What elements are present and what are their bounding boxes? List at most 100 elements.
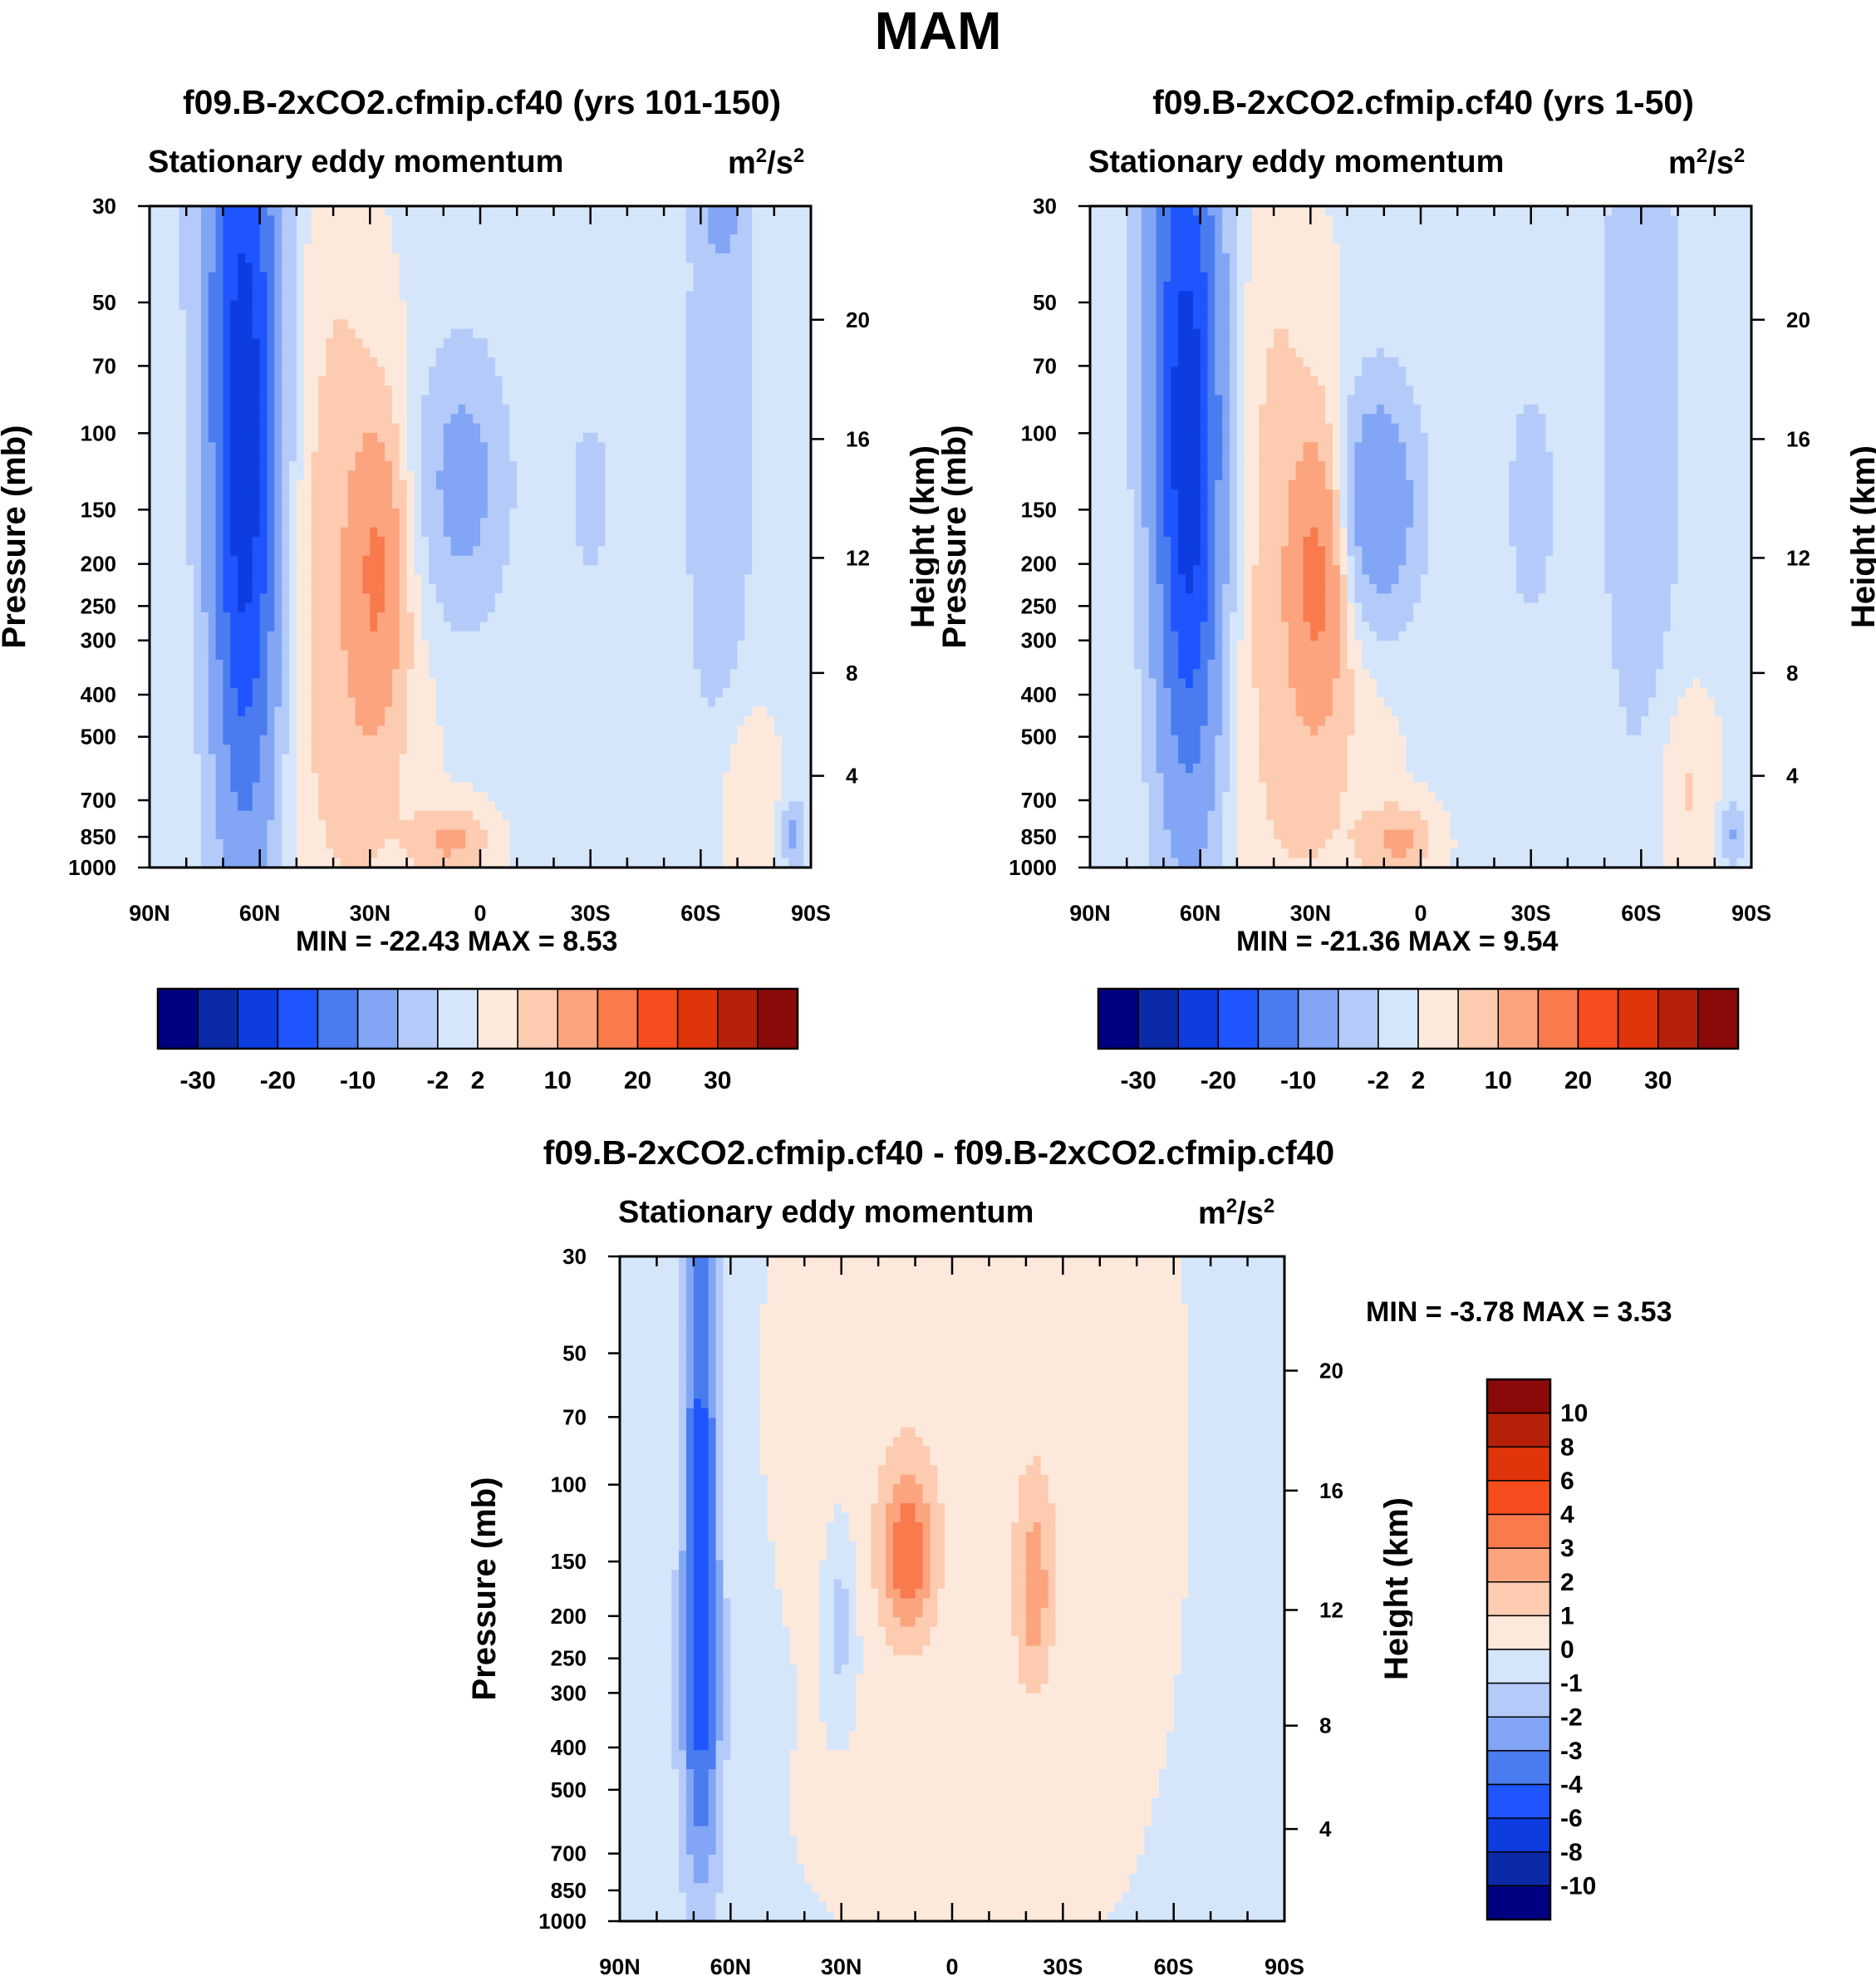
contour-cell <box>656 338 665 349</box>
contour-cell <box>156 423 165 434</box>
contour-cell <box>318 215 327 226</box>
contour-cell <box>502 328 510 339</box>
contour-cell <box>244 281 253 292</box>
contour-cell <box>612 470 621 481</box>
contour-cell <box>450 489 459 500</box>
contour-cell <box>538 461 548 471</box>
contour-cell <box>553 527 562 538</box>
contour-cell <box>605 716 613 727</box>
contour-cell <box>399 281 408 292</box>
contour-cell <box>223 253 231 263</box>
contour-cell <box>605 489 613 500</box>
contour-cell <box>252 328 261 339</box>
contour-cell <box>641 697 651 708</box>
contour-cell <box>208 319 217 330</box>
contour-cell <box>620 356 628 367</box>
contour-cell <box>693 479 701 490</box>
contour-cell <box>370 583 378 594</box>
contour-cell <box>326 319 334 330</box>
contour-cell <box>150 593 158 604</box>
contour-cell <box>620 669 628 680</box>
contour-cell <box>700 347 709 358</box>
contour-cell <box>715 499 724 509</box>
contour-cell <box>303 583 312 594</box>
contour-cell <box>531 347 540 358</box>
contour-cell <box>274 489 282 500</box>
contour-cell <box>362 537 371 547</box>
contour-cell <box>340 376 349 386</box>
contour-cell <box>244 687 253 698</box>
contour-cell <box>355 574 364 585</box>
contour-cell <box>605 602 613 613</box>
contour-cell <box>649 442 657 453</box>
contour-cell <box>729 253 739 263</box>
contour-cell <box>737 224 745 235</box>
contour-cell <box>326 404 334 415</box>
contour-cell <box>582 319 592 330</box>
contour-cell <box>670 263 680 273</box>
contour-cell <box>156 404 165 415</box>
contour-cell <box>458 376 466 386</box>
contour-cell <box>244 725 253 736</box>
contour-cell <box>443 234 452 245</box>
contour-cell <box>208 659 217 670</box>
contour-cell <box>803 593 812 604</box>
contour-cell <box>759 641 768 651</box>
contour-cell <box>179 555 187 566</box>
contour-cell <box>458 537 466 547</box>
contour-cell <box>282 678 290 689</box>
contour-cell <box>399 537 408 547</box>
contour-cell <box>194 376 202 386</box>
contour-cell <box>429 404 437 415</box>
contour-cell <box>759 546 768 557</box>
contour-cell <box>597 253 606 263</box>
contour-cell <box>259 489 268 500</box>
contour-cell <box>443 461 452 471</box>
contour-cell <box>179 537 187 547</box>
contour-cell <box>517 451 525 462</box>
contour-cell <box>435 263 444 273</box>
contour-cell <box>597 641 606 651</box>
contour-cell <box>200 291 209 302</box>
contour-cell <box>238 706 246 717</box>
contour-cell <box>267 253 275 263</box>
contour-cell <box>450 622 459 632</box>
contour-cell <box>194 508 202 519</box>
contour-cell <box>561 423 569 434</box>
contour-cell <box>385 583 393 594</box>
contour-cell <box>164 395 173 406</box>
contour-cell <box>362 281 371 292</box>
contour-cell <box>414 253 422 263</box>
contour-cell <box>244 423 253 434</box>
contour-cell <box>678 716 687 727</box>
contour-cell <box>303 678 312 689</box>
contour-cell <box>164 206 173 216</box>
contour-cell <box>480 215 489 226</box>
contour-cell <box>377 725 386 736</box>
contour-cell <box>649 583 657 594</box>
contour-cell <box>590 555 599 566</box>
contour-cell <box>685 574 695 585</box>
contour-cell <box>150 602 158 613</box>
contour-cell <box>656 310 665 321</box>
contour-cell <box>458 706 466 717</box>
contour-cell <box>597 583 606 594</box>
contour-cell <box>664 687 672 698</box>
contour-cell <box>274 234 282 245</box>
contour-cell <box>289 300 297 311</box>
contour-cell <box>796 404 804 415</box>
contour-cell <box>179 669 187 680</box>
contour-cell <box>700 395 709 406</box>
contour-cell <box>568 669 577 680</box>
contour-cell <box>568 622 577 632</box>
contour-cell <box>326 555 334 566</box>
contour-cell <box>641 716 651 727</box>
contour-cell <box>259 716 268 727</box>
contour-cell <box>370 338 378 349</box>
contour-cell <box>215 631 224 641</box>
contour-cell <box>722 224 731 235</box>
contour-cell <box>435 565 444 576</box>
contour-cell <box>244 215 253 226</box>
contour-cell <box>200 716 209 727</box>
contour-cell <box>509 356 518 367</box>
